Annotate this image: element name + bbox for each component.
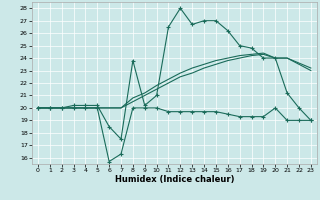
X-axis label: Humidex (Indice chaleur): Humidex (Indice chaleur) <box>115 175 234 184</box>
